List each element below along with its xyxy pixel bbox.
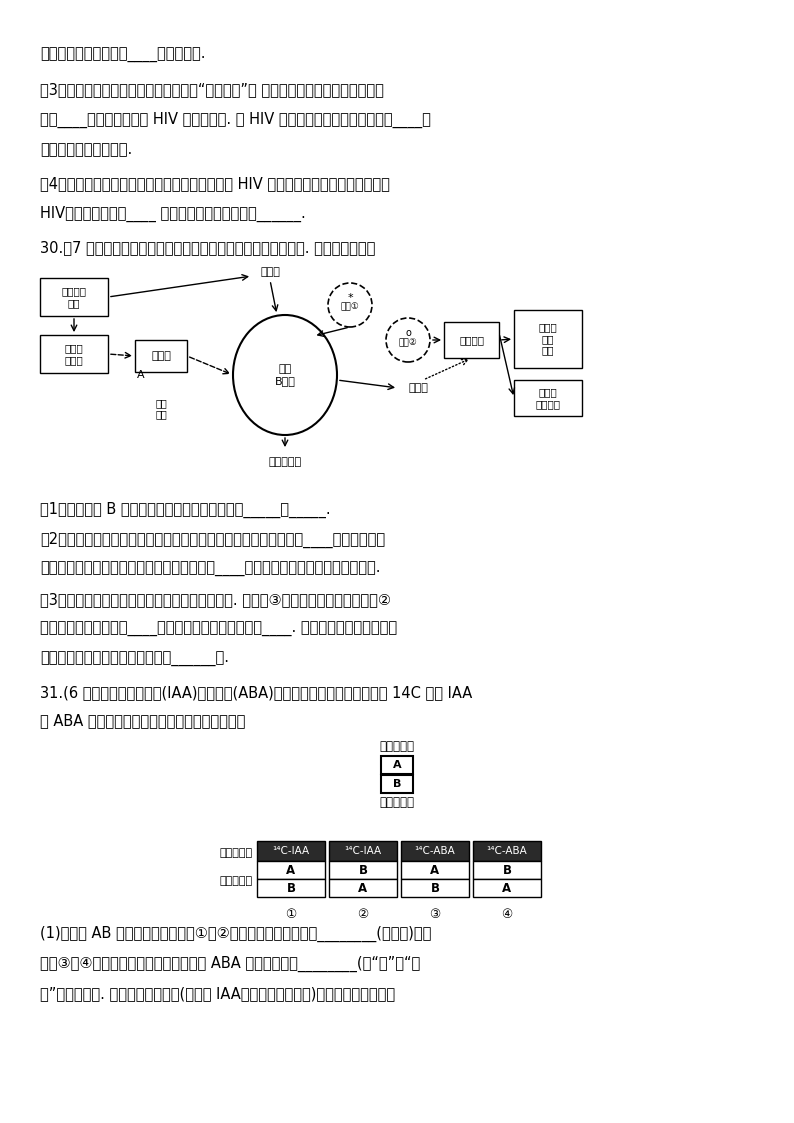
Circle shape bbox=[386, 318, 430, 362]
Text: (1)若图中 AB 为茎尖切段，琅脂块①和②中出现较强放射性的是________(填序号)；琼: (1)若图中 AB 为茎尖切段，琅脂块①和②中出现较强放射性的是________… bbox=[40, 926, 431, 942]
Text: ①: ① bbox=[285, 909, 297, 922]
Circle shape bbox=[328, 283, 372, 327]
FancyBboxPatch shape bbox=[329, 879, 397, 897]
Text: ③: ③ bbox=[430, 909, 441, 922]
Text: A: A bbox=[287, 864, 295, 876]
Text: 要通过性接触、母娴和____等途径传播.: 要通过性接触、母娴和____等途径传播. bbox=[40, 48, 206, 63]
Text: B: B bbox=[503, 864, 511, 876]
Text: 神经
递质: 神经 递质 bbox=[155, 398, 167, 420]
FancyBboxPatch shape bbox=[514, 310, 582, 368]
Text: 由人体的免疫系统清除.: 由人体的免疫系统清除. bbox=[40, 141, 133, 157]
Text: B: B bbox=[393, 779, 401, 789]
FancyBboxPatch shape bbox=[40, 279, 108, 316]
FancyBboxPatch shape bbox=[257, 841, 325, 861]
Text: 葡萄糖
转运蛋白: 葡萄糖 转运蛋白 bbox=[535, 387, 561, 409]
Text: ④: ④ bbox=[501, 909, 513, 922]
Text: 形态学下端: 形态学下端 bbox=[380, 796, 414, 809]
Text: （1）影响胰岛 B 细胞分泌活动的物质有葡萄糖、_____、_____.: （1）影响胰岛 B 细胞分泌活动的物质有葡萄糖、_____、_____. bbox=[40, 502, 330, 518]
FancyBboxPatch shape bbox=[473, 841, 541, 861]
Text: （3）糖尿病病因之一是患者血液中存在异常抗体. 与抗体③引起的糖尿病相比，抗体②: （3）糖尿病病因之一是患者血液中存在异常抗体. 与抗体③引起的糖尿病相比，抗体② bbox=[40, 592, 391, 608]
Text: *: * bbox=[347, 293, 353, 303]
Text: 组织细胞: 组织细胞 bbox=[459, 335, 484, 345]
Text: 和 ABA 开展如图所示的实验。请回答下列问题：: 和 ABA 开展如图所示的实验。请回答下列问题： bbox=[40, 713, 245, 728]
Text: ¹⁴C-IAA: ¹⁴C-IAA bbox=[345, 846, 382, 856]
Text: ¹⁴C-ABA: ¹⁴C-ABA bbox=[414, 846, 456, 856]
Text: 蛋白质
糖原
脂肪: 蛋白质 糖原 脂肪 bbox=[538, 322, 557, 356]
Text: 两种异常抗体引起的糖尿病都属于______病.: 两种异常抗体引起的糖尿病都属于______病. bbox=[40, 652, 229, 667]
Text: B: B bbox=[287, 882, 295, 895]
FancyBboxPatch shape bbox=[257, 879, 325, 897]
Text: A: A bbox=[503, 882, 511, 895]
Text: o: o bbox=[405, 328, 411, 338]
Text: B: B bbox=[359, 864, 368, 876]
FancyBboxPatch shape bbox=[381, 756, 413, 774]
FancyBboxPatch shape bbox=[401, 879, 469, 897]
Text: 31.(6 分）为研究吵哚乙酸(IAA)与脱落酸(ABA)的运输特点，用放射性同位素 14C 标记 IAA: 31.(6 分）为研究吵哚乙酸(IAA)与脱落酸(ABA)的运输特点，用放射性同… bbox=[40, 685, 472, 700]
Text: A: A bbox=[137, 369, 145, 380]
Text: （2）胰岛素与组织细胞膜上的受体结合后，一方面会增加细胞膜上____的数量，促进: （2）胰岛素与组织细胞膜上的受体结合后，一方面会增加细胞膜上____的数量，促进 bbox=[40, 532, 385, 548]
Text: A: A bbox=[430, 864, 440, 876]
Text: 胰岛素: 胰岛素 bbox=[408, 383, 428, 393]
FancyBboxPatch shape bbox=[514, 380, 582, 416]
Text: 是”）极性运输. 若先用某种抑制剂(不破坏 IAA、不影响细胞呼吸)处理茎尖切段，再重: 是”）极性运输. 若先用某种抑制剂(不破坏 IAA、不影响细胞呼吸)处理茎尖切段… bbox=[40, 986, 395, 1001]
Text: 形态学上端: 形态学上端 bbox=[380, 740, 414, 754]
FancyBboxPatch shape bbox=[329, 841, 397, 861]
Text: 供应琼脂块: 供应琼脂块 bbox=[220, 848, 253, 858]
FancyBboxPatch shape bbox=[401, 861, 469, 879]
Text: ¹⁴C-ABA: ¹⁴C-ABA bbox=[487, 846, 527, 856]
Text: 抗体②: 抗体② bbox=[399, 338, 418, 347]
FancyBboxPatch shape bbox=[40, 335, 108, 373]
Text: 引起的糖尿病的症状较____（选填：重或轻），原因是____. 从免疫学的角度分析，这: 引起的糖尿病的症状较____（选填：重或轻），原因是____. 从免疫学的角度分… bbox=[40, 622, 397, 637]
Text: A: A bbox=[358, 882, 368, 895]
FancyBboxPatch shape bbox=[135, 340, 187, 372]
Text: 抗体①: 抗体① bbox=[341, 302, 360, 311]
FancyBboxPatch shape bbox=[401, 841, 469, 861]
Text: 下丘脑: 下丘脑 bbox=[151, 351, 171, 360]
Text: 组织细胞摄入葡萄糖；另一方面能促进细胞内____的合成加快，从而使血糖浓度降低.: 组织细胞摄入葡萄糖；另一方面能促进细胞内____的合成加快，从而使血糖浓度降低. bbox=[40, 562, 380, 577]
Text: （4）目前有人认为可以通过检测血清中是否存在 HIV 的抗体来判断人是否已经感染了: （4）目前有人认为可以通过检测血清中是否存在 HIV 的抗体来判断人是否已经感染… bbox=[40, 176, 390, 191]
Text: 接收琼脂块: 接收琼脂块 bbox=[220, 876, 253, 886]
Text: ②: ② bbox=[357, 909, 368, 922]
Text: 葡萄糖
感受器: 葡萄糖 感受器 bbox=[64, 344, 83, 365]
Text: 胰高血糖素: 胰高血糖素 bbox=[268, 457, 302, 467]
FancyBboxPatch shape bbox=[381, 775, 413, 793]
Ellipse shape bbox=[233, 314, 337, 435]
Text: ¹⁴C-IAA: ¹⁴C-IAA bbox=[272, 846, 310, 856]
Text: 30.（7 分）如图表示胰岛素分泌的调节过程及胰岛素的作用机理. 回答有关问题：: 30.（7 分）如图表示胰岛素分泌的调节过程及胰岛素的作用机理. 回答有关问题： bbox=[40, 240, 376, 255]
FancyBboxPatch shape bbox=[329, 861, 397, 879]
Text: 血糖浓度
上升: 血糖浓度 上升 bbox=[61, 286, 87, 308]
FancyBboxPatch shape bbox=[473, 879, 541, 897]
Text: A: A bbox=[393, 760, 401, 770]
FancyBboxPatch shape bbox=[257, 861, 325, 879]
Text: HIV，你是否认可？____ （是或否），并说明理由______.: HIV，你是否认可？____ （是或否），并说明理由______. bbox=[40, 206, 306, 222]
Text: 胰岛
B细胞: 胰岛 B细胞 bbox=[275, 364, 295, 386]
Text: 脂块③和④中均出现了较强放射性，说明 ABA 在茎尖的运输________(填“是”或“不: 脂块③和④中均出现了较强放射性，说明 ABA 在茎尖的运输________(填“… bbox=[40, 956, 420, 973]
Text: B: B bbox=[430, 882, 440, 895]
Text: （3）人体成熟的红细胞之所以能够成为“陷阱细胞”， 是因为从细胞结构角度分析它不: （3）人体成熟的红细胞之所以能够成为“陷阱细胞”， 是因为从细胞结构角度分析它不 bbox=[40, 82, 384, 97]
FancyBboxPatch shape bbox=[444, 322, 499, 358]
FancyBboxPatch shape bbox=[473, 861, 541, 879]
Text: 葡萄糖: 葡萄糖 bbox=[260, 267, 280, 277]
Text: 具备____等结构，不具备 HIV 增殖的条件. 被 HIV 入侵后的红细胞衰老后将成为____，: 具备____等结构，不具备 HIV 增殖的条件. 被 HIV 入侵后的红细胞衰老… bbox=[40, 112, 431, 128]
